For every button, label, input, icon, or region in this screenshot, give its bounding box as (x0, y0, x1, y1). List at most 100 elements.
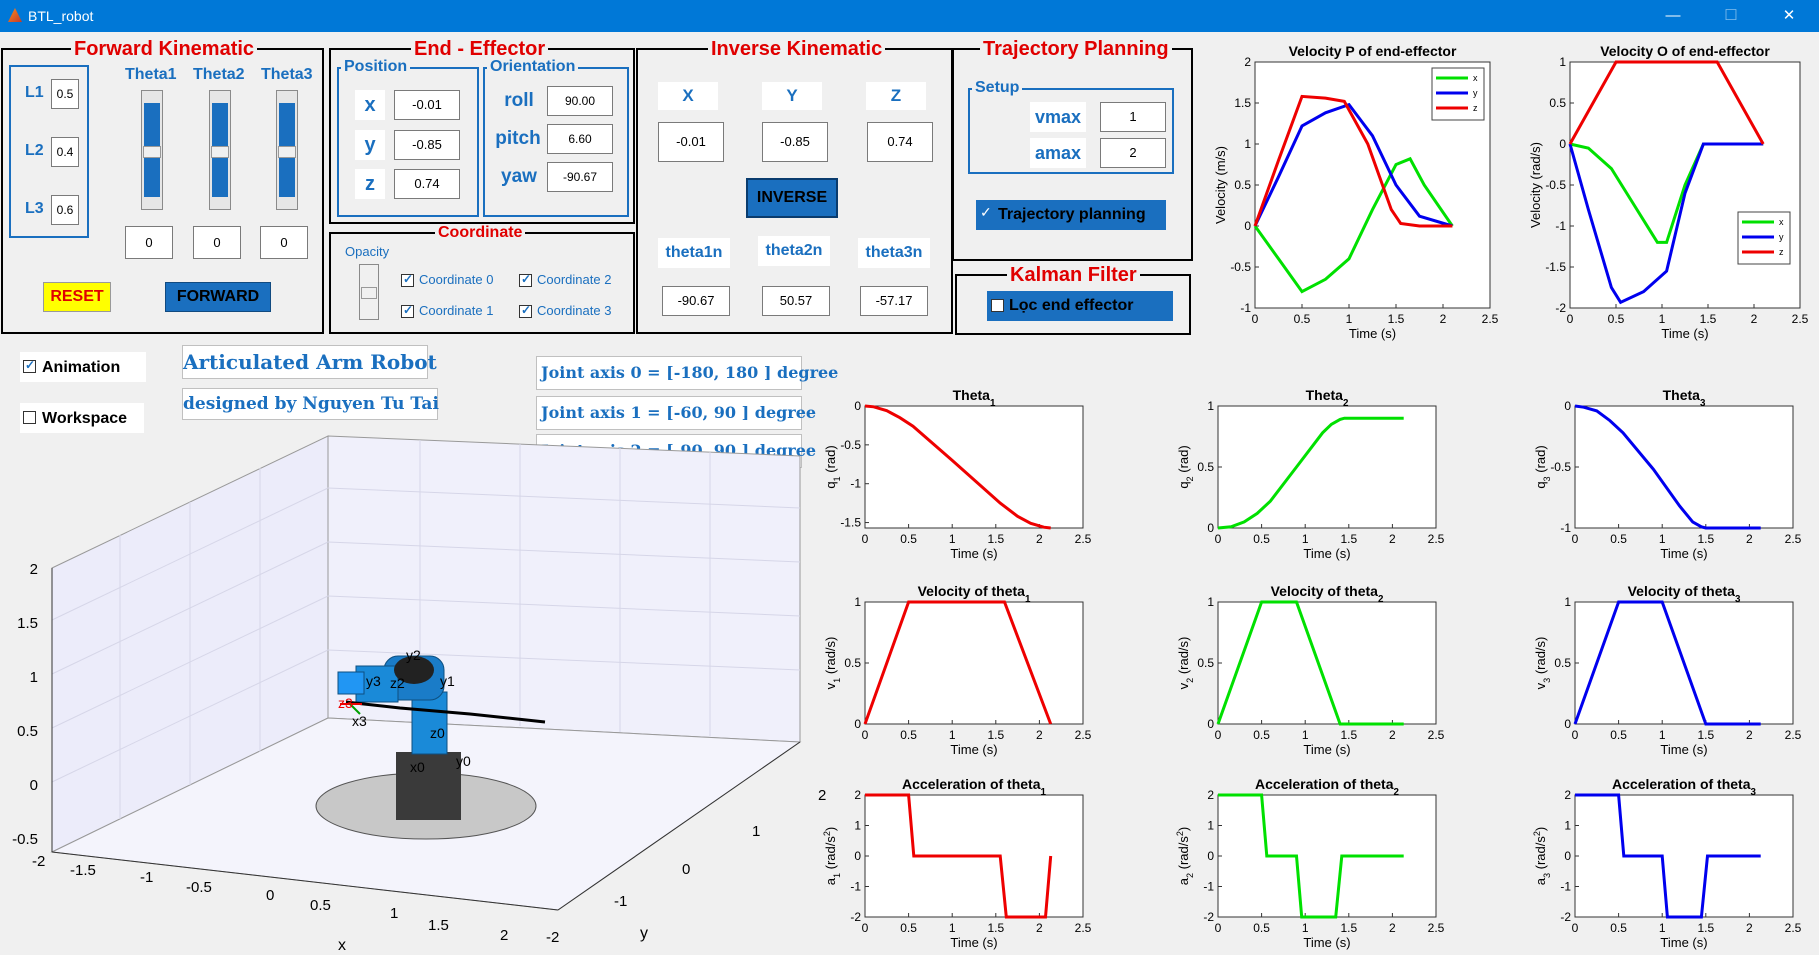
coordinate-2-checkbox[interactable] (519, 272, 532, 287)
y-tick-label: 0 (1564, 399, 1571, 413)
amax-input[interactable]: 2 (1100, 138, 1166, 168)
acceleration-theta2-chart[interactable]: Acceleration of theta2 0 0.5 1 1.5 2 2.5 2 1 0 -1 -… (1170, 765, 1450, 955)
y-tick-label: -1.5 (1545, 260, 1566, 274)
trajectory-planning-label: Trajectory planning (998, 206, 1146, 223)
animation-label: Animation (42, 359, 121, 376)
robot-end-effector (337, 671, 365, 695)
link-input-l2[interactable]: 0.4 (51, 137, 79, 167)
series-line-0 (1573, 600, 1761, 726)
forward-button[interactable]: FORWARD (165, 282, 271, 312)
trajectory-check-icon: ✓ (980, 204, 992, 220)
theta1-value[interactable]: 0 (125, 226, 173, 259)
minimize-button[interactable]: — (1665, 7, 1681, 24)
workspace-checkbox[interactable] (23, 411, 36, 424)
coordinate-2-label[interactable]: Coordinate 2 (537, 272, 612, 287)
y-tick-label: 1 (1564, 595, 1571, 609)
x-tick-label: 1 (1346, 312, 1353, 326)
animation-option[interactable]: Animation (20, 352, 146, 382)
window-titlebar: BTL_robot — ☐ ✕ (0, 0, 1819, 32)
theta2-slider-thumb[interactable] (211, 146, 229, 158)
plot-area (1217, 405, 1437, 529)
pitch-label: pitch (495, 128, 541, 149)
position-z-value: 0.74 (394, 169, 460, 199)
y-tick: 0 (682, 861, 690, 878)
x-axis-label: x (338, 937, 346, 954)
ik-z-input[interactable]: 0.74 (867, 122, 933, 162)
reset-button[interactable]: RESET (43, 282, 111, 312)
y-tick-label: -1 (1555, 219, 1566, 233)
coordinate-0-label[interactable]: Coordinate 0 (419, 272, 494, 287)
coordinate-0-checkbox[interactable] (401, 272, 414, 287)
x-tick-label: 1 (1659, 921, 1666, 935)
y-tick-label: -1.5 (840, 516, 861, 530)
link-input-l3[interactable]: 0.6 (51, 195, 79, 225)
maximize-button[interactable]: ☐ (1724, 7, 1738, 24)
velocity-p-chart[interactable]: Velocity P of end-effector 0 0.5 1 1.5 2 2.5 2 1… (1210, 38, 1510, 358)
robot-3d-view[interactable]: y2 y3 z2 y1 z3 x3 z0 x0 y0 2 1.5 1 0.5 0… (0, 430, 830, 955)
x-tick-label: 0 (1572, 728, 1579, 742)
theta1-chart[interactable]: Theta1 0 0.5 1 1.5 2 2.5 0 -0.5 -1 -1.5 Time (s) q1 … (820, 378, 1100, 574)
y-tick-label: 1 (1564, 819, 1571, 833)
series-line-0 (1216, 600, 1404, 726)
close-button[interactable]: ✕ (1782, 7, 1796, 24)
theta1-slider-thumb[interactable] (143, 146, 161, 158)
inverse-button[interactable]: INVERSE (746, 178, 838, 218)
theta1-slider[interactable] (141, 90, 163, 210)
y-axis-label: Velocity (m/s) (1213, 146, 1228, 224)
link-label-l1: L1 (25, 84, 44, 101)
ik-y-input[interactable]: -0.85 (762, 122, 828, 162)
x-tick-label: 1.5 (987, 532, 1004, 546)
x-tick-label: 1.5 (1340, 921, 1357, 935)
theta2n-value: 50.57 (762, 286, 830, 316)
velocity-o-chart[interactable]: Velocity O of end-effector 0 0.5 1 1.5 2 2.5 1 0… (1515, 38, 1819, 358)
y-tick: -1 (614, 893, 627, 910)
coordinate-1-label[interactable]: Coordinate 1 (419, 303, 494, 318)
x-axis-label: Time (s) (1303, 546, 1350, 561)
opacity-slider-thumb[interactable] (361, 287, 377, 299)
workspace-option[interactable]: Workspace (20, 403, 144, 433)
opacity-slider[interactable] (359, 264, 379, 320)
x-tick-label: 1 (1659, 728, 1666, 742)
kalman-toggle[interactable]: Lọc end effector (987, 291, 1173, 321)
coordinate-3-label[interactable]: Coordinate 3 (537, 303, 612, 318)
theta3-slider-thumb[interactable] (278, 146, 296, 158)
theta2-value[interactable]: 0 (193, 226, 241, 259)
position-y-label: y (355, 130, 385, 160)
end-effector-panel: End - Effector Position Orientation x -0… (329, 38, 635, 224)
theta2-slider[interactable] (209, 90, 231, 210)
x-tick-label: 2.5 (1785, 532, 1802, 546)
x-tick-label: 1 (1659, 532, 1666, 546)
link-input-l1[interactable]: 0.5 (51, 79, 79, 109)
y-tick-label: 0 (1207, 849, 1214, 863)
coordinate-1-checkbox[interactable] (401, 303, 414, 318)
ik-x-input[interactable]: -0.01 (658, 122, 724, 162)
theta2-chart[interactable]: Theta2 0 0.5 1 1.5 2 2.5 1 0.5 0 Time (s) q2 (rad) (1170, 378, 1450, 574)
y-tick-label: 2 (1207, 788, 1214, 802)
z-tick: -0.5 (12, 831, 38, 848)
acceleration-theta1-chart[interactable]: Acceleration of theta1 0 0.5 1 1.5 2 2.5 2 1 0 -1 -… (820, 765, 1100, 955)
y-tick-label: 0.5 (1197, 656, 1214, 670)
acceleration-theta3-chart[interactable]: Acceleration of theta3 0 0.5 1 1.5 2 2.5 2 1 0 -1 -… (1525, 765, 1819, 955)
legend-entry-x: x (1779, 217, 1784, 227)
trajectory-planning-toggle[interactable]: ✓ Trajectory planning (976, 200, 1166, 230)
end-effector-trajectory (345, 700, 546, 724)
theta3-value[interactable]: 0 (260, 226, 308, 259)
theta3-slider[interactable] (276, 90, 298, 210)
coordinate-3-checkbox[interactable] (519, 303, 532, 318)
legend-entry-z: z (1779, 247, 1784, 257)
kalman-checkbox[interactable] (991, 299, 1004, 312)
series-line-0 (1574, 404, 1761, 530)
theta3-chart[interactable]: Theta3 0 0.5 1 1.5 2 2.5 0 -0.5 -1 Time (s) q3 (rad… (1525, 378, 1819, 574)
y-tick-label: 1 (854, 819, 861, 833)
theta2n-label: theta2n (758, 236, 830, 266)
x-tick-label: 1.5 (1697, 728, 1714, 742)
x-tick-label: 0.5 (900, 728, 917, 742)
animation-checkbox[interactable] (23, 358, 36, 373)
y-tick-label: 1 (1207, 819, 1214, 833)
chart-title: Acceleration of theta3 (1612, 776, 1756, 798)
legend-entry-z: z (1473, 103, 1478, 113)
vmax-input[interactable]: 1 (1100, 102, 1166, 132)
